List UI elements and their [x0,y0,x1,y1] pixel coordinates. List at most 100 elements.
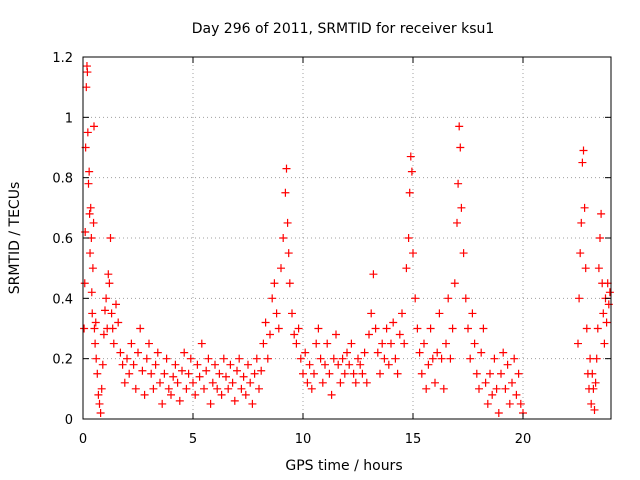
data-point [82,83,91,92]
data-point [89,218,98,227]
data-point [580,203,589,212]
data-point [314,324,323,333]
data-point [426,324,435,333]
data-point [404,234,413,242]
data-point [508,378,516,387]
data-point [395,330,404,339]
data-point [99,330,108,339]
data-point [405,188,414,197]
data-point [448,324,457,333]
data-point [345,360,354,369]
data-point [422,384,431,393]
data-point [358,369,367,378]
data-point [116,348,125,357]
data-point [579,146,588,155]
data-point [257,366,266,375]
data-point [334,360,343,369]
data-point [340,369,349,378]
data-point [230,396,239,405]
data-point [450,279,459,288]
data-point [516,399,525,408]
data-point [574,339,582,348]
data-point [92,354,101,363]
data-point [149,384,158,393]
data-point [356,360,365,369]
y-tick-labels: 0 0.2 0.4 0.6 0.8 1 1.2 [52,51,73,428]
data-point [175,396,184,405]
data-point [290,330,299,339]
data-point [200,384,208,393]
data-point [596,234,604,242]
data-point [215,369,224,378]
data-point [470,339,479,348]
data-point [123,354,131,363]
data-point [261,318,270,327]
data-point [466,354,475,363]
data-point [114,318,123,327]
data-point [178,366,186,375]
data-point [86,249,95,258]
data-point [575,294,584,303]
data-point [354,354,362,363]
y-tick-label: 1 [65,111,73,126]
data-point [156,378,164,387]
data-point [588,369,597,378]
data-point [599,309,608,318]
data-point [219,354,228,363]
data-point [597,209,606,218]
x-tick-label: 20 [515,432,532,447]
data-point [167,390,175,399]
data-point [402,264,411,273]
data-point [400,339,409,348]
data-point [109,339,118,348]
x-tick-label: 10 [295,432,312,447]
x-tick-label: 0 [79,432,87,447]
data-point [393,369,402,378]
data-point [398,309,406,318]
data-point [106,234,115,242]
data-point [158,399,167,408]
data-point [318,378,327,387]
data-point [433,348,442,357]
data-point [391,354,400,363]
data-point [87,288,96,297]
data-point [197,339,206,348]
data-point [294,324,303,333]
data-point [206,399,215,408]
data-point [151,360,160,369]
data-point [461,294,470,303]
data-point [98,360,107,369]
data-point [228,378,237,387]
data-points-layer [80,62,614,417]
data-point [483,399,492,408]
data-point [101,306,109,315]
data-point [486,369,494,378]
data-point [312,339,321,348]
data-point [104,270,113,279]
data-point [91,339,100,348]
data-point [455,122,464,131]
data-point [444,294,453,303]
data-point [327,390,336,399]
data-point [169,372,178,381]
data-point [224,384,233,393]
data-point [468,309,477,318]
data-point [505,399,514,408]
data-point [343,348,351,357]
data-point [592,354,601,363]
data-point [160,369,169,378]
data-point [263,354,272,363]
data-point [488,390,497,399]
x-axis-label: GPS time / hours [285,458,402,474]
data-point [202,366,211,375]
data-point [362,378,371,387]
data-point [189,378,197,387]
data-point [605,288,614,297]
data-point [387,339,395,348]
data-point [582,324,591,333]
data-point [244,360,252,369]
data-point [576,249,585,258]
data-point [581,264,590,273]
data-point [338,354,347,363]
data-point [376,369,384,378]
